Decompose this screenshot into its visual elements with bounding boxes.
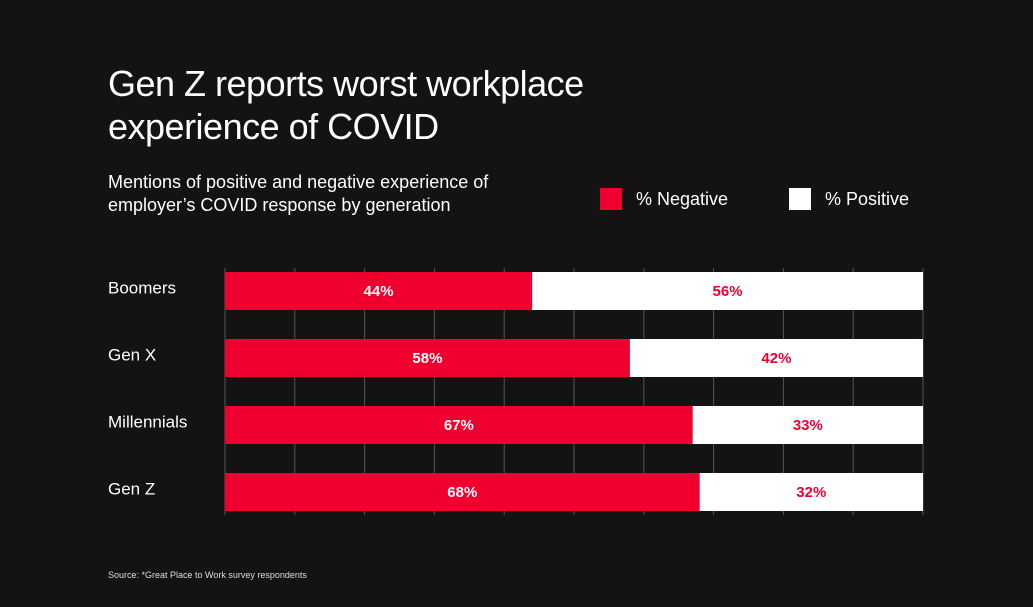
- legend-item-negative: % Negative: [600, 188, 728, 210]
- bar-negative: [225, 339, 630, 377]
- category-label: Gen Z: [108, 479, 155, 498]
- bar-positive: [532, 272, 923, 310]
- bar-negative: [225, 406, 693, 444]
- data-label-negative: 68%: [447, 484, 477, 501]
- data-label-positive: 32%: [796, 484, 826, 501]
- category-label: Millennials: [108, 412, 187, 431]
- legend-item-positive: % Positive: [789, 188, 909, 210]
- legend-swatch-positive: [789, 188, 811, 210]
- data-label-negative: 67%: [444, 417, 474, 434]
- category-label: Boomers: [108, 278, 176, 297]
- data-label-positive: 56%: [713, 283, 743, 300]
- bar-positive: [629, 339, 923, 377]
- data-label-positive: 42%: [761, 350, 791, 367]
- category-label: Gen X: [108, 345, 156, 364]
- bar-negative: [225, 473, 700, 511]
- bar-positive: [692, 406, 923, 444]
- data-label-positive: 33%: [793, 417, 823, 434]
- legend-label-negative: % Negative: [636, 188, 729, 209]
- data-label-negative: 44%: [364, 283, 394, 300]
- bar-positive: [699, 473, 923, 511]
- legend-swatch-negative: [600, 188, 622, 210]
- data-label-negative: 58%: [412, 350, 442, 367]
- chart-title: Gen Z reports worst workplace experience…: [108, 63, 584, 147]
- legend-label-positive: % Positive: [825, 188, 910, 209]
- bar-negative: [225, 272, 533, 310]
- source-note: Source: *Great Place to Work survey resp…: [108, 570, 307, 580]
- chart-subtitle: Mentions of positive and negative experi…: [108, 172, 489, 215]
